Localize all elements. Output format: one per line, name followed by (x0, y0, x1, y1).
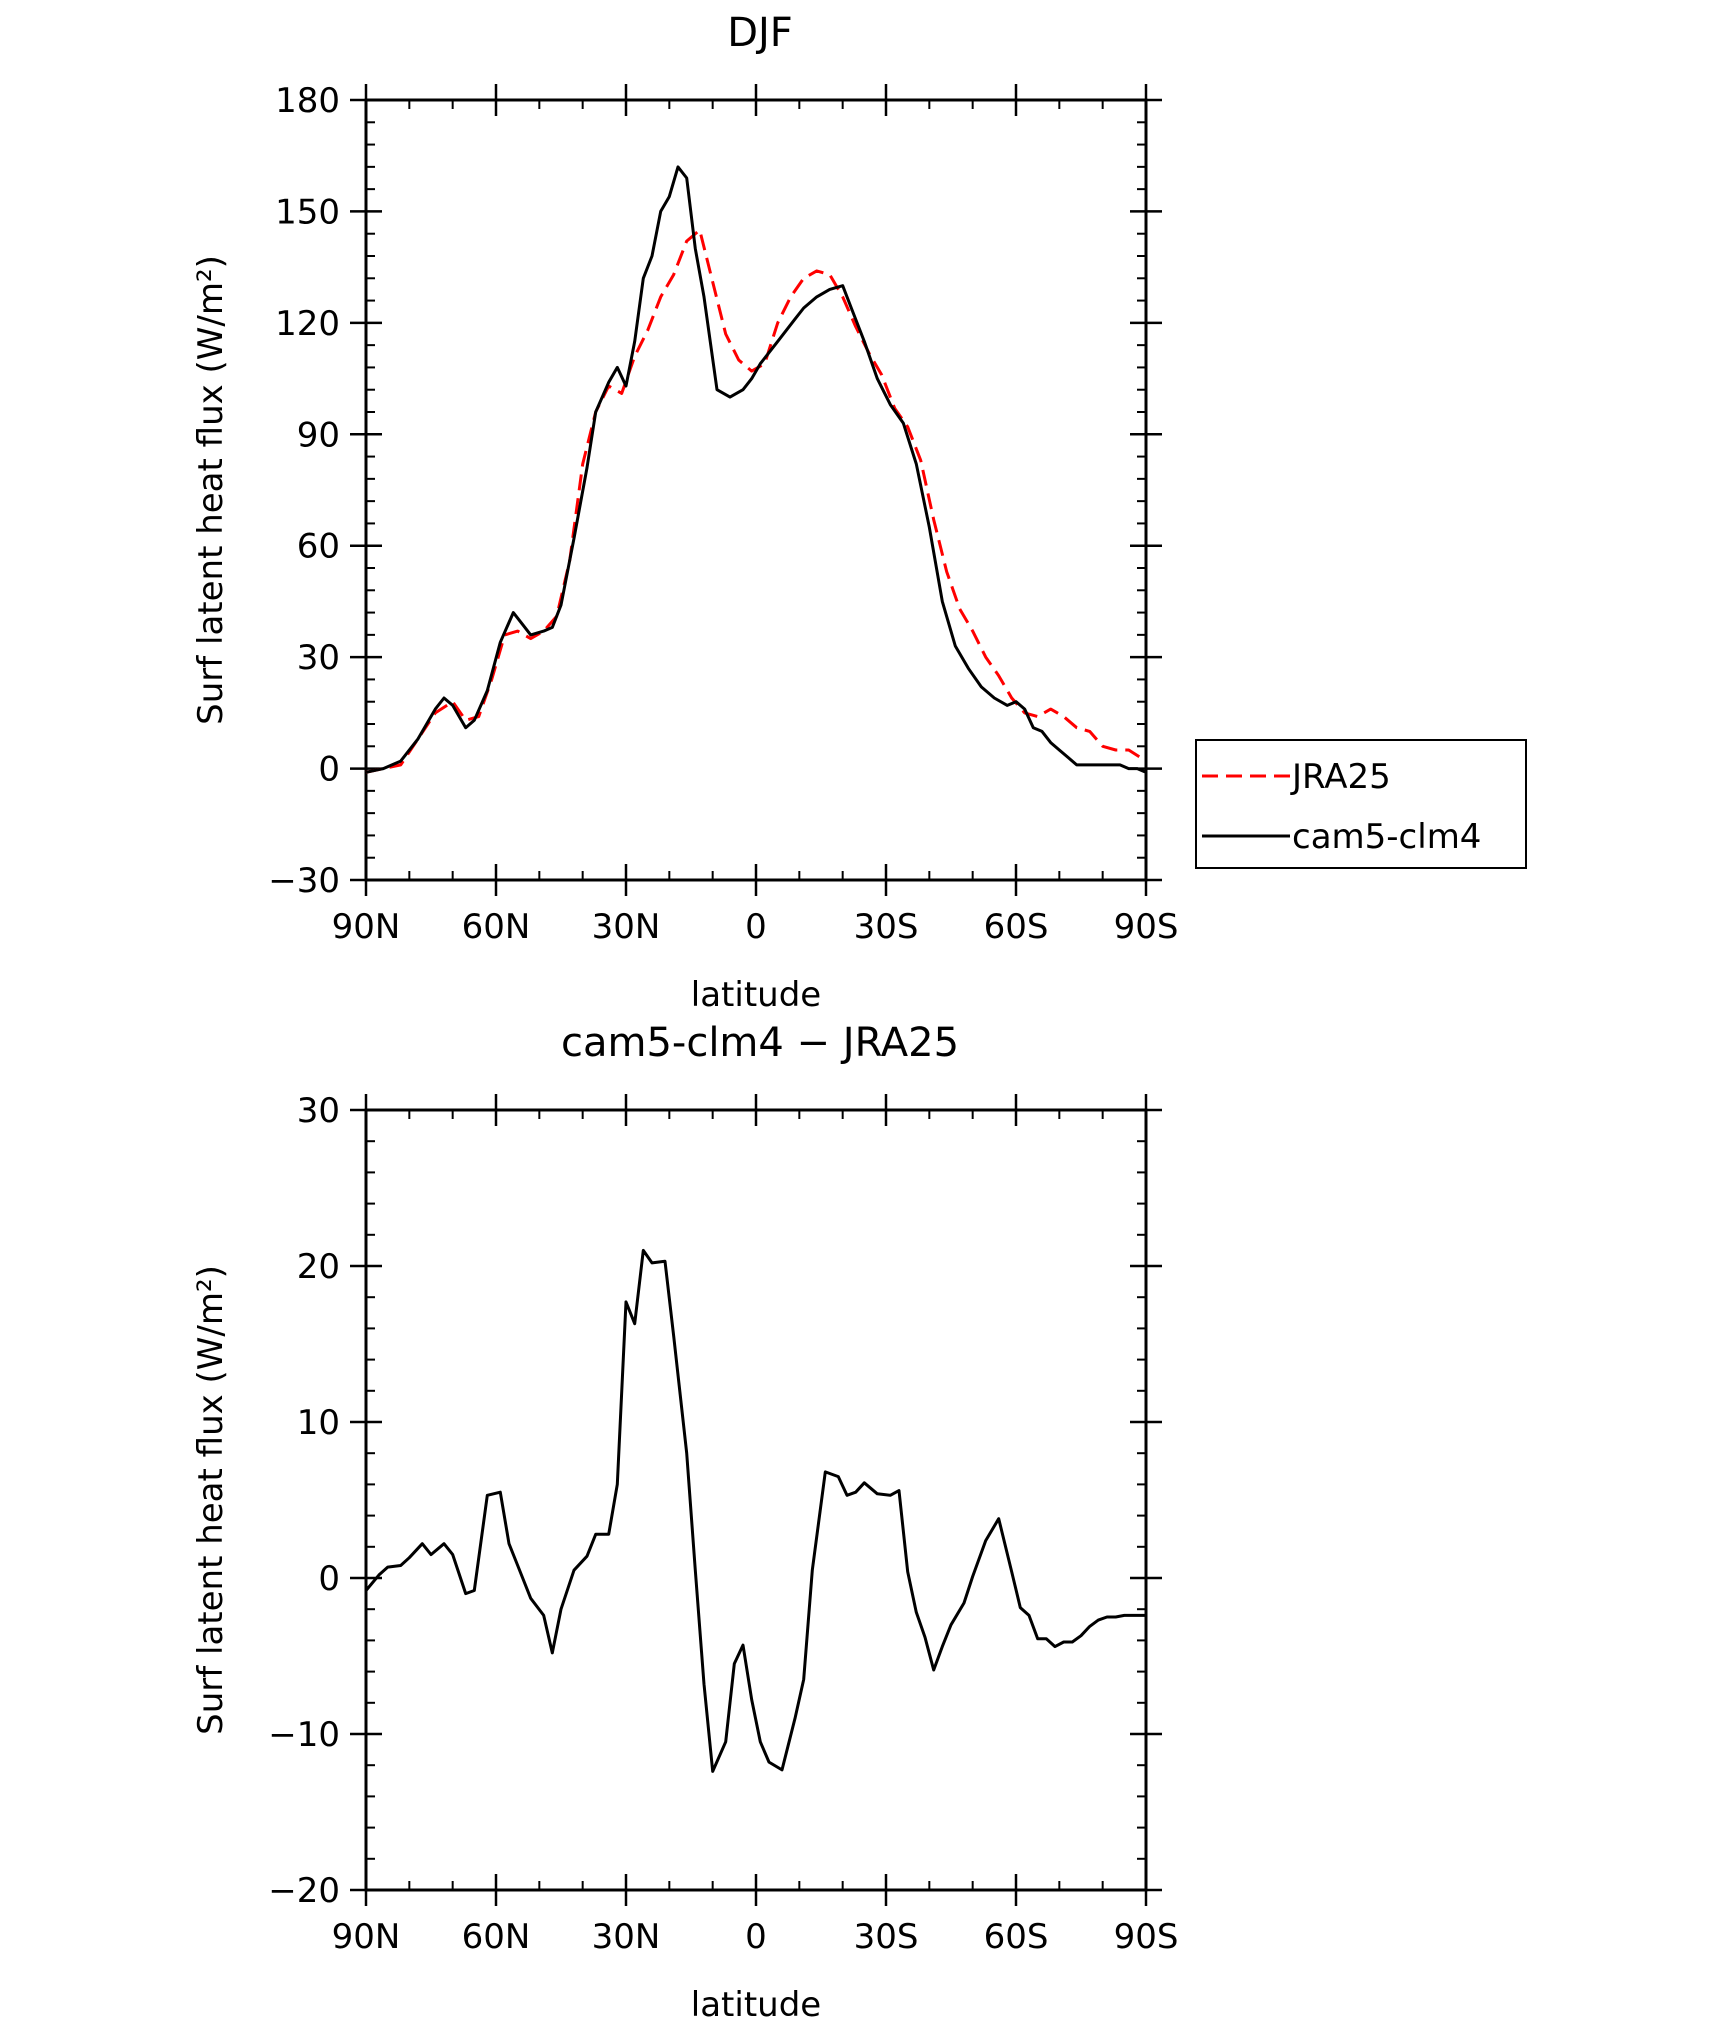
plot-frame-bottom (364, 1108, 1148, 1892)
y-tick-label: 30 (297, 1091, 340, 1131)
x-tick-label: 60S (984, 907, 1049, 947)
series-line-top-jra25 (365, 228, 1147, 774)
x-tick-label: 30S (854, 1917, 919, 1957)
legend-box (1195, 739, 1527, 869)
x-tick-label: 90N (332, 1917, 401, 1957)
x-tick-label: 0 (745, 1917, 767, 1957)
y-axis-title-top: Surf latent heat flux (W/m²) (191, 255, 231, 725)
y-tick-label: 0 (318, 1559, 340, 1599)
panel-title-bottom: cam5-clm4 − JRA25 (561, 1020, 959, 1066)
panel-top: DJF −30 0 30 60 90 120 150 180 90N 60N 30N 0 30S 60S… (191, 10, 1527, 1015)
panel-bottom: cam5-clm4 − JRA25 −20 −10 0 10 20 30 90N 60N 30… (191, 1020, 1178, 2021)
y-axis-bottom: −20 −10 0 10 20 30 (268, 1091, 1162, 1911)
x-tick-label: 90N (332, 907, 401, 947)
y-tick-label: 10 (297, 1403, 340, 1443)
x-axis-title-bottom: latitude (691, 1985, 821, 2021)
legend-label-jra25: JRA25 (1290, 757, 1391, 797)
x-tick-label: 30N (592, 1917, 661, 1957)
plot-frame-top (364, 98, 1148, 882)
y-axis-top: −30 0 30 60 90 120 150 180 (268, 81, 1162, 901)
x-axis-top: 90N 60N 30N 0 30S 60S 90S (332, 84, 1179, 947)
x-tick-label: 60N (462, 907, 531, 947)
y-tick-label: 120 (275, 304, 340, 344)
x-tick-label: 0 (745, 907, 767, 947)
x-tick-label: 90S (1114, 1917, 1179, 1957)
y-tick-label: −10 (268, 1715, 340, 1755)
series-line-bottom-0 (364, 1248, 1146, 1773)
legend-label-cam5-clm4: cam5-clm4 (1292, 817, 1481, 857)
y-tick-label: 90 (297, 415, 340, 455)
y-tick-label: 150 (275, 192, 340, 232)
legend: JRA25 cam5-clm4 (1195, 739, 1527, 869)
x-tick-label: 60N (462, 1917, 531, 1957)
x-tick-label: 30N (592, 907, 661, 947)
x-tick-label: 90S (1114, 907, 1179, 947)
series-bottom (364, 1248, 1146, 1773)
series-line-top-cam5-clm4 (365, 165, 1147, 774)
y-tick-label: −30 (268, 861, 340, 901)
y-tick-label: 30 (297, 638, 340, 678)
x-axis-title-top: latitude (691, 975, 821, 1015)
y-tick-label: −20 (268, 1871, 340, 1911)
series-top (365, 165, 1147, 774)
panel-title-top: DJF (727, 10, 793, 56)
y-tick-label: 180 (275, 81, 340, 121)
x-axis-bottom: 90N 60N 30N 0 30S 60S 90S (332, 1094, 1179, 1957)
y-tick-label: 20 (297, 1247, 340, 1287)
x-tick-label: 60S (984, 1917, 1049, 1957)
x-tick-label: 30S (854, 907, 919, 947)
y-axis-title-bottom: Surf latent heat flux (W/m²) (191, 1265, 231, 1735)
y-tick-label: 0 (318, 750, 340, 790)
y-tick-label: 60 (297, 527, 340, 567)
